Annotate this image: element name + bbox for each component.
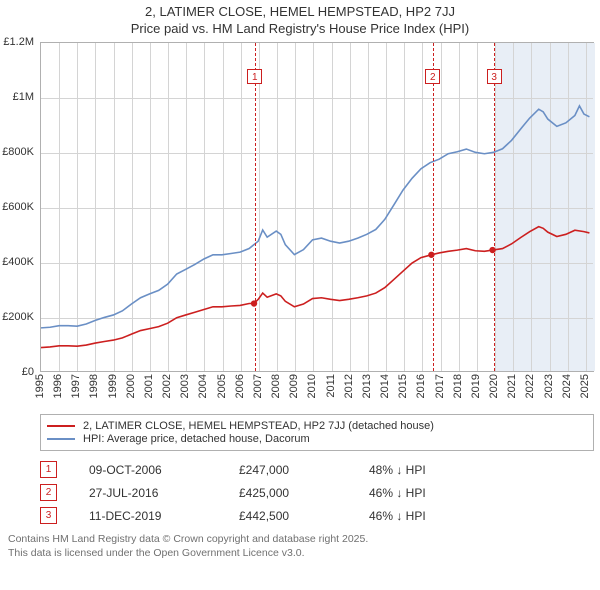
x-tick-label: 2025 xyxy=(579,374,591,398)
y-tick-label: £1.2M xyxy=(3,36,34,48)
x-tick-label: 1998 xyxy=(88,374,100,398)
x-tick-label: 2013 xyxy=(361,374,373,398)
event-date: 11-DEC-2019 xyxy=(89,509,239,523)
x-tick-label: 1996 xyxy=(52,374,64,398)
legend: 2, LATIMER CLOSE, HEMEL HEMPSTEAD, HP2 7… xyxy=(40,414,594,451)
event-diff: 46% ↓ HPI xyxy=(369,509,489,523)
plot-area: 1 2 3 xyxy=(40,42,594,372)
x-tick-label: 2020 xyxy=(488,374,500,398)
footer-line-2: This data is licensed under the Open Gov… xyxy=(8,546,594,560)
legend-item: 2, LATIMER CLOSE, HEMEL HEMPSTEAD, HP2 7… xyxy=(47,420,587,432)
title-line-2: Price paid vs. HM Land Registry's House … xyxy=(0,21,600,36)
x-tick-label: 1995 xyxy=(34,374,46,398)
event-row: 1 09-OCT-2006£247,00048% ↓ HPI xyxy=(40,461,594,478)
x-tick-label: 2003 xyxy=(179,374,191,398)
footer: Contains HM Land Registry data © Crown c… xyxy=(8,532,594,560)
event-diff: 46% ↓ HPI xyxy=(369,486,489,500)
y-tick-label: £200K xyxy=(2,311,34,323)
event-diff: 48% ↓ HPI xyxy=(369,463,489,477)
x-tick-label: 2010 xyxy=(306,374,318,398)
event-number-box: 2 xyxy=(40,484,57,501)
x-tick-label: 2021 xyxy=(506,374,518,398)
x-tick-label: 2011 xyxy=(325,374,337,398)
x-tick-label: 2024 xyxy=(561,374,573,398)
x-tick-label: 1997 xyxy=(70,374,82,398)
event-marker-line xyxy=(433,43,434,371)
x-tick-label: 2000 xyxy=(125,374,137,398)
event-price: £442,500 xyxy=(239,509,369,523)
chart-svg xyxy=(41,43,593,371)
y-tick-label: £600K xyxy=(2,201,34,213)
x-tick-label: 2005 xyxy=(216,374,228,398)
event-number-box: 3 xyxy=(40,507,57,524)
x-tick-label: 2023 xyxy=(543,374,555,398)
event-row: 3 11-DEC-2019£442,50046% ↓ HPI xyxy=(40,507,594,524)
chart-area: 123 £0£200K£400K£600K£800K£1M£1.2M xyxy=(40,42,594,372)
y-tick-label: £1M xyxy=(13,91,34,103)
event-marker-line xyxy=(494,43,495,371)
event-marker-box: 2 xyxy=(425,69,440,84)
event-number-box: 1 xyxy=(40,461,57,478)
x-tick-label: 2009 xyxy=(288,374,300,398)
x-axis-labels: 1995199619971998199920002001200220032004… xyxy=(40,372,594,408)
event-row: 2 27-JUL-2016£425,00046% ↓ HPI xyxy=(40,484,594,501)
x-tick-label: 2015 xyxy=(397,374,409,398)
event-marker-box: 3 xyxy=(487,69,502,84)
x-tick-label: 2012 xyxy=(343,374,355,398)
event-marker-box: 1 xyxy=(247,69,262,84)
x-tick-label: 2008 xyxy=(270,374,282,398)
legend-swatch xyxy=(47,438,75,440)
x-tick-label: 2017 xyxy=(434,374,446,398)
series-property xyxy=(41,227,589,348)
event-table: 1 09-OCT-2006£247,00048% ↓ HPI 2 27-JUL-201… xyxy=(40,461,594,524)
x-tick-label: 2002 xyxy=(161,374,173,398)
series-hpi xyxy=(41,106,589,328)
x-tick-label: 2019 xyxy=(470,374,482,398)
y-tick-label: £800K xyxy=(2,146,34,158)
legend-label: 2, LATIMER CLOSE, HEMEL HEMPSTEAD, HP2 7… xyxy=(83,420,434,432)
x-tick-label: 2014 xyxy=(379,374,391,398)
x-tick-label: 1999 xyxy=(107,374,119,398)
x-tick-label: 2006 xyxy=(234,374,246,398)
event-price: £425,000 xyxy=(239,486,369,500)
x-tick-label: 2018 xyxy=(452,374,464,398)
y-tick-label: £0 xyxy=(22,366,34,378)
x-tick-label: 2016 xyxy=(415,374,427,398)
event-date: 09-OCT-2006 xyxy=(89,463,239,477)
chart-title: 2, LATIMER CLOSE, HEMEL HEMPSTEAD, HP2 7… xyxy=(0,4,600,36)
footer-line-1: Contains HM Land Registry data © Crown c… xyxy=(8,532,594,546)
legend-item: HPI: Average price, detached house, Daco… xyxy=(47,433,587,445)
x-tick-label: 2004 xyxy=(197,374,209,398)
title-line-1: 2, LATIMER CLOSE, HEMEL HEMPSTEAD, HP2 7… xyxy=(0,4,600,19)
y-axis-labels: £0£200K£400K£600K£800K£1M£1.2M xyxy=(0,42,36,372)
y-tick-label: £400K xyxy=(2,256,34,268)
x-tick-label: 2001 xyxy=(143,374,155,398)
event-marker-line xyxy=(255,43,256,371)
event-price: £247,000 xyxy=(239,463,369,477)
legend-swatch xyxy=(47,425,75,427)
event-date: 27-JUL-2016 xyxy=(89,486,239,500)
x-tick-label: 2007 xyxy=(252,374,264,398)
legend-label: HPI: Average price, detached house, Daco… xyxy=(83,433,310,445)
x-tick-label: 2022 xyxy=(524,374,536,398)
